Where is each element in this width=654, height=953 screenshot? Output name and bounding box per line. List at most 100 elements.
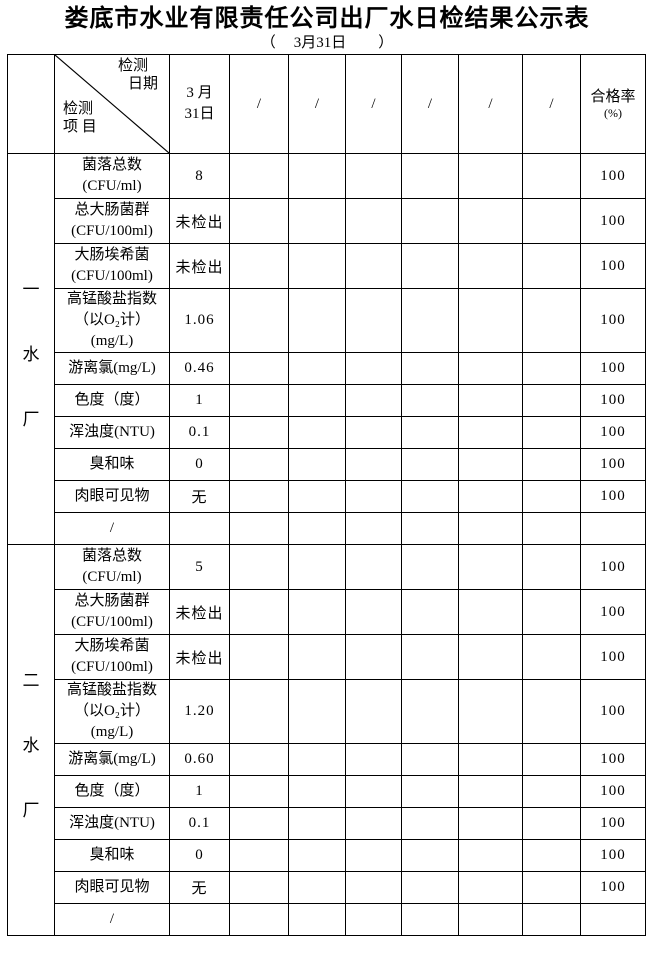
empty-data-cell [345,384,402,417]
pass-rate-cell: 100 [580,288,646,353]
table-row: 一水厂 菌落总数 (CFU/ml) 8 100 [7,153,646,545]
empty-data-cell [458,448,523,481]
empty-data-cell [345,512,402,545]
item-name-cell: 浑浊度(NTU) [54,416,170,449]
item-name-line: 高锰酸盐指数 [66,682,157,698]
item-name-line: 色度（度） [74,783,150,799]
empty-data-cell [229,775,289,808]
item-name-cell: 臭和味 [54,448,170,481]
empty-data-cell [345,288,402,353]
empty-date-header-cell: / [401,54,459,154]
empty-data-cell [229,807,289,840]
empty-data-cell [522,198,581,244]
empty-data-cell [288,416,346,449]
empty-data-cell [522,512,581,545]
item-name-line: / [109,911,115,927]
item-name-line: 肉眼可见物 [74,488,150,504]
empty-data-cell [288,634,346,680]
item-name-cell: 总大肠菌群 (CFU/100ml) [54,589,170,635]
pass-rate-cell [580,512,646,545]
empty-data-cell [522,679,581,744]
empty-data-cell [345,679,402,744]
item-name-line: 游离氯(mg/L) [68,360,156,376]
empty-data-cell [229,243,289,289]
plant-label-plant-two: 二水厂 [7,544,55,936]
empty-data-cell [522,903,581,936]
pass-rate-cell: 100 [580,775,646,808]
measured-value-cell [169,512,230,545]
empty-data-cell [458,634,523,680]
empty-data-cell [401,839,459,872]
item-name-line: (CFU/100ml) [71,659,153,675]
table-row: 游离氯(mg/L) 0.46 100 [8,352,646,385]
empty-data-cell [401,153,459,199]
item-name-line: 大肠埃希菌 [74,638,150,654]
pass-rate-cell: 100 [580,743,646,776]
table-row: / [8,512,646,545]
empty-data-cell [229,679,289,744]
empty-data-cell [345,352,402,385]
empty-data-cell [288,544,346,590]
empty-data-cell [401,243,459,289]
empty-data-cell [458,775,523,808]
empty-data-cell [345,448,402,481]
empty-data-cell [345,198,402,244]
empty-data-cell [401,198,459,244]
empty-data-cell [345,903,402,936]
measured-value-cell: 8 [169,153,230,199]
pass-rate-cell: 100 [580,807,646,840]
empty-data-cell [229,198,289,244]
item-name-line: 菌落总数 [81,548,142,564]
measured-value-cell: 1.20 [169,679,230,744]
pass-rate-cell: 100 [580,416,646,449]
empty-data-cell [401,512,459,545]
empty-data-cell [229,448,289,481]
page-title: 娄底市水业有限责任公司出厂水日检结果公示表 [64,4,590,32]
item-name-line: (mg/L) [90,333,134,349]
measured-value-cell: 0.60 [169,743,230,776]
item-name-cell: 浑浊度(NTU) [54,807,170,840]
empty-data-cell [288,288,346,353]
diagonal-bottom-label: 检测 项 目 [63,101,97,135]
empty-data-cell [288,743,346,776]
item-name-cell: 肉眼可见物 [54,871,170,904]
date-header-cell: 3 月 31日 [169,54,230,154]
empty-data-cell [401,544,459,590]
empty-data-cell [401,448,459,481]
empty-data-cell [288,679,346,744]
table-row: 总大肠菌群 (CFU/100ml) 未检出 100 [8,198,646,244]
item-name-line: (CFU/100ml) [71,614,153,630]
item-name-line: 大肠埃希菌 [74,247,150,263]
item-name-line: / [109,520,115,536]
pass-rate-header-cell: 合格率 (%) [580,54,646,154]
plant-name-vertical: 二水厂 [9,662,54,819]
empty-data-cell [522,448,581,481]
diagonal-top-label-line2: 日期 [128,76,159,92]
empty-data-cell [401,775,459,808]
item-name-cell: 色度（度） [54,384,170,417]
table-row: 高锰酸盐指数 （以O₂计） (mg/L) 1.06 100 [8,288,646,353]
item-name-cell: 大肠埃希菌 (CFU/100ml) [54,243,170,289]
empty-data-cell [522,775,581,808]
empty-data-cell [401,871,459,904]
item-name-cell: 高锰酸盐指数 （以O₂计） (mg/L) [54,288,170,353]
empty-date-header-cell: / [288,54,346,154]
table-row: 色度（度） 1 100 [8,775,646,808]
item-name-line: 高锰酸盐指数 [66,291,157,307]
table-row: 肉眼可见物 无 100 [8,480,646,513]
table-row: 臭和味 0 100 [8,448,646,481]
measured-value-cell: 0 [169,839,230,872]
empty-data-cell [229,839,289,872]
pass-rate-cell: 100 [580,448,646,481]
item-name-line: (CFU/100ml) [71,223,153,239]
item-name-line: 臭和味 [89,456,135,472]
pass-rate-cell: 100 [580,480,646,513]
empty-data-cell [458,352,523,385]
empty-data-cell [401,352,459,385]
table-row: 色度（度） 1 100 [8,384,646,417]
empty-data-cell [288,839,346,872]
plant-name-char: 水 [22,735,40,755]
table-row: 臭和味 0 100 [8,839,646,872]
pass-rate-cell: 100 [580,153,646,199]
